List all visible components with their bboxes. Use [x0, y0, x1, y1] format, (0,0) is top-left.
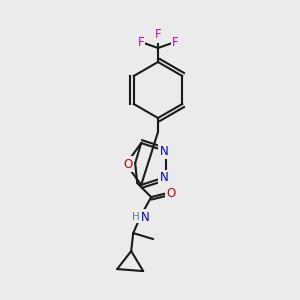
Text: F: F	[138, 35, 144, 49]
Text: F: F	[172, 35, 178, 49]
Text: H: H	[132, 212, 140, 222]
Text: N: N	[159, 171, 168, 184]
Text: N: N	[141, 211, 150, 224]
Text: O: O	[167, 187, 176, 200]
Text: O: O	[123, 158, 133, 170]
Text: N: N	[159, 145, 168, 158]
Text: F: F	[155, 28, 161, 41]
